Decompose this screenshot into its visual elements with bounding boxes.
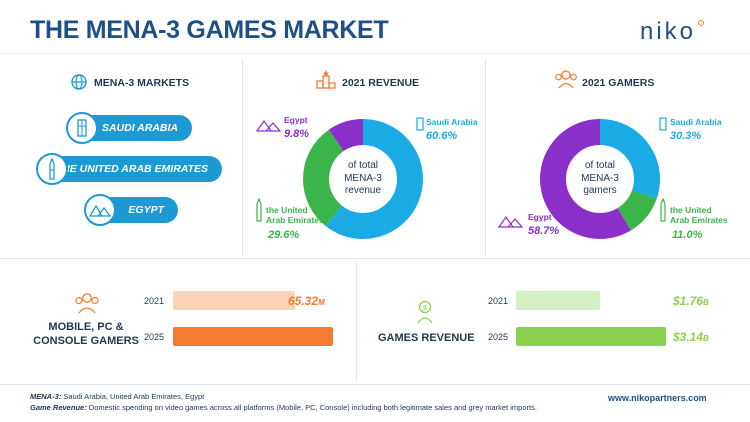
revenue-slice-egypt	[303, 119, 423, 239]
divider-mid	[0, 258, 750, 259]
revenue-pct-saudi: 60.6%	[426, 130, 458, 142]
footer-note-2: Game Revenue: Domestic spending on video…	[30, 403, 537, 412]
gamers-bar-year: 2025	[144, 332, 165, 342]
saudi-small-icon	[416, 117, 424, 136]
revenue-bar-value: $3.14B	[673, 330, 709, 344]
markets-heading: MENA-3 MARKETS	[94, 77, 190, 89]
center-line: MENA-3	[581, 172, 619, 184]
value-unit: B	[703, 334, 709, 343]
market-label: SAUDI ARABIA	[101, 122, 178, 134]
revenue-bar-year: 2021	[488, 296, 509, 306]
revenue-bars-title: GAMES REVENUE	[378, 332, 475, 344]
gamers-slice-egypt	[540, 119, 660, 239]
value-unit: M	[318, 334, 325, 343]
gamers-bar-value: 65.32M	[288, 294, 325, 308]
label-line: Arab Emirates	[670, 214, 728, 225]
gamers-bars-title: MOBILE, PC & CONSOLE GAMERS	[30, 320, 142, 349]
revenue-bar-value: $1.76B	[673, 294, 709, 308]
center-line: of total	[584, 160, 616, 171]
uae-small-icon	[659, 197, 667, 227]
center-line: gamers	[583, 185, 617, 196]
value-number: 65.32	[288, 294, 319, 308]
value-number: $1.76	[673, 294, 704, 308]
gamers-bar-year: 2021	[144, 296, 165, 306]
globe-icon	[70, 73, 88, 96]
revenue-pct-uae: 29.6%	[268, 229, 300, 241]
gamers-bar-2021	[173, 291, 295, 310]
revenue-label-saudi: Saudi Arabia	[426, 117, 478, 127]
saudi-small-icon	[659, 117, 667, 136]
value-unit: B	[703, 298, 709, 307]
value-unit: M	[318, 298, 325, 307]
website-link[interactable]: www.nikopartners.com	[608, 393, 707, 403]
egypt-small-icon	[255, 118, 282, 137]
revenue-heading: 2021 REVENUE	[342, 77, 420, 89]
title-line: CONSOLE GAMERS	[33, 335, 139, 348]
uae-small-icon	[255, 197, 263, 227]
footer-text: Domestic spending on video games across …	[86, 403, 537, 412]
gamers-center-text: of total MENA-3 gamers	[568, 160, 632, 198]
revenue-podium-icon	[316, 69, 336, 94]
center-line: revenue	[344, 185, 382, 196]
gamers-pct-uae: 11.0%	[672, 229, 703, 241]
divider-v3	[356, 262, 357, 382]
revenue-bar-year: 2025	[488, 332, 509, 342]
footer-label: Game Revenue:	[30, 403, 87, 412]
revenue-label-egypt: Egypt	[284, 115, 308, 125]
gamers-label-uae: the United Arab Emirates	[670, 205, 728, 226]
revenue-person-icon: $	[416, 300, 434, 329]
revenue-bar-2021	[516, 291, 601, 310]
gamers-label-egypt: Egypt	[528, 212, 552, 222]
center-line: MENA-3	[344, 172, 382, 184]
footer-text: Saudi Arabia, United Arab Emirates, Egyp…	[61, 392, 205, 401]
revenue-center-text: of total MENA-3 revenue	[331, 160, 395, 198]
gamers-donut	[540, 119, 660, 239]
logo-dot-icon	[698, 20, 705, 26]
divider-foot	[0, 384, 750, 385]
revenue-label-uae: the United Arab Emirates	[266, 205, 324, 226]
label-line: the United	[266, 205, 308, 215]
revenue-pct-egypt: 9.8%	[284, 128, 310, 140]
saudi-tower-icon	[66, 112, 98, 144]
page-title: THE MENA-3 GAMES MARKET	[30, 16, 389, 44]
egypt-small-icon	[497, 214, 524, 233]
gamers-people-icon	[74, 292, 100, 319]
gamers-bar-value: 85.76M	[288, 330, 325, 344]
center-line: of total	[347, 160, 379, 171]
market-label: THE UNITED ARAB EMIRATES	[55, 163, 208, 175]
footer-label: MENA-3:	[30, 392, 62, 401]
header-divider	[0, 53, 750, 54]
value-number: 85.76	[288, 330, 319, 344]
market-label: EGYPT	[128, 204, 164, 216]
gamers-pct-egypt: 58.7%	[528, 225, 560, 237]
divider-v2	[485, 60, 486, 256]
niko-logo: niko	[640, 18, 705, 46]
uae-tower-icon	[36, 153, 68, 185]
gamers-group-icon	[554, 69, 578, 94]
label-line: the United	[670, 205, 712, 215]
gamers-label-saudi: Saudi Arabia	[670, 117, 722, 127]
revenue-slice-uae	[303, 119, 423, 239]
revenue-bar-2025	[516, 327, 666, 346]
title-line: MOBILE, PC &	[48, 321, 124, 333]
gamers-pct-saudi: 30.3%	[670, 130, 702, 142]
logo-text: niko	[640, 18, 697, 45]
pyramids-icon	[84, 194, 116, 226]
revenue-donut	[303, 119, 423, 239]
label-line: Arab Emirates	[266, 214, 324, 225]
gamers-bar-2025	[173, 327, 333, 346]
divider-v1	[242, 60, 243, 256]
market-pill-uae: THE UNITED ARAB EMIRATES	[42, 156, 222, 182]
value-number: $3.14	[673, 330, 704, 344]
gamers-heading: 2021 GAMERS	[582, 77, 655, 89]
svg-text:$: $	[423, 305, 427, 312]
footer-note-1: MENA-3: Saudi Arabia, United Arab Emirat…	[30, 392, 204, 401]
